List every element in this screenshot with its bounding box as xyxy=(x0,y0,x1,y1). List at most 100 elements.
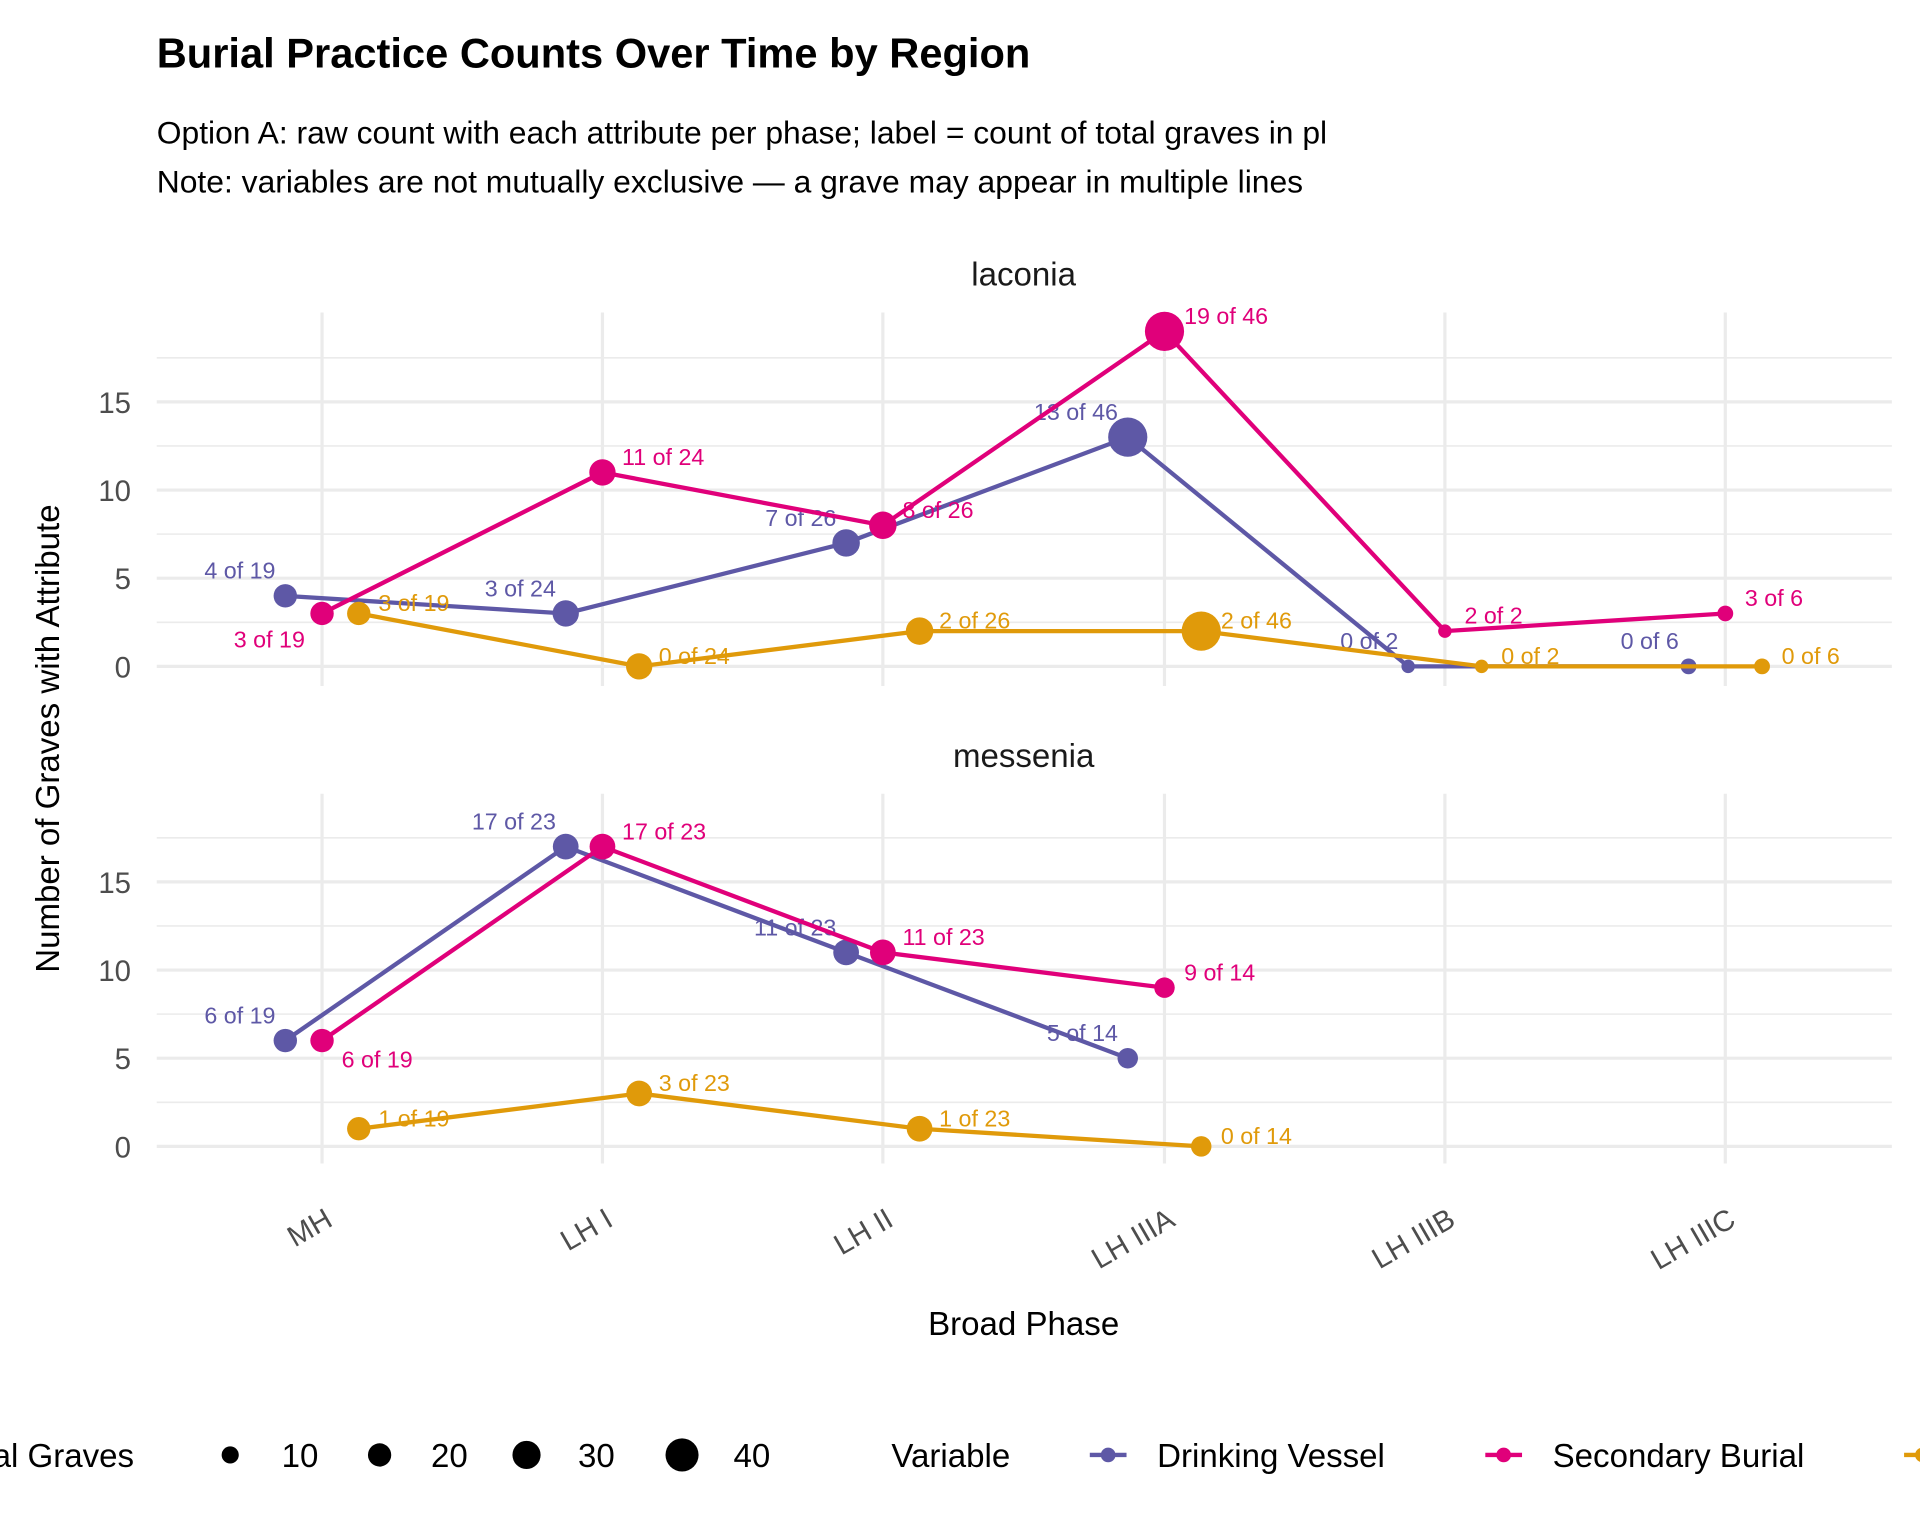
size-legend-key xyxy=(512,1440,541,1470)
series-line-drinking_vessel xyxy=(285,434,1689,669)
y-tick-label: 10 xyxy=(98,475,131,508)
data-point-secondary_burial xyxy=(1438,624,1452,638)
color-legend-label: Drinking Vessel xyxy=(1157,1438,1385,1475)
data-label-third_series: 0 of 2 xyxy=(1501,643,1559,669)
data-point-secondary_burial xyxy=(1144,311,1185,351)
series-line-secondary_burial xyxy=(320,844,1165,1043)
size-legend-key xyxy=(221,1446,239,1464)
data-label-drinking_vessel: 17 of 23 xyxy=(472,808,556,834)
size-legend-label: 40 xyxy=(733,1438,770,1475)
data-point-third_series xyxy=(1190,1136,1212,1157)
data-point-third_series xyxy=(1754,658,1770,675)
data-point-secondary_burial xyxy=(1717,605,1734,622)
color-legend-label: Secondary Burial xyxy=(1553,1438,1805,1475)
series-line-secondary_burial xyxy=(321,328,1726,634)
data-label-secondary_burial: 2 of 2 xyxy=(1464,603,1522,629)
data-label-secondary_burial: 3 of 19 xyxy=(234,627,305,653)
size-legend-title: al Graves xyxy=(0,1438,134,1475)
data-label-secondary_burial: 11 of 23 xyxy=(902,924,984,950)
series-line-third_series xyxy=(358,1091,1202,1149)
data-label-secondary_burial: 8 of 26 xyxy=(902,497,973,523)
facet-strip-label: laconia xyxy=(971,257,1076,294)
y-tick-label: 15 xyxy=(98,867,131,900)
data-point-third_series xyxy=(1474,659,1489,674)
data-label-third_series: 1 of 19 xyxy=(378,1105,449,1131)
y-axis-label: Number of Graves with Attribute xyxy=(30,504,67,972)
data-point-drinking_vessel xyxy=(552,600,579,627)
panel-messenia: messenia 0 5 10 15 6 of 19 17 of 23 11 of 23 5 o… xyxy=(98,738,1892,1164)
y-tick-label: 0 xyxy=(115,1131,131,1164)
data-label-third_series: 3 of 19 xyxy=(378,590,449,616)
x-tick-label: LH IIIA xyxy=(1086,1202,1181,1276)
size-legend-key xyxy=(367,1443,392,1467)
y-tick-label: 10 xyxy=(98,955,131,988)
data-label-secondary_burial: 17 of 23 xyxy=(622,818,706,844)
size-legend-label: 10 xyxy=(282,1438,319,1475)
data-label-secondary_burial: 9 of 14 xyxy=(1184,959,1255,985)
data-point-third_series xyxy=(905,617,934,645)
data-point-secondary_burial xyxy=(589,459,616,486)
size-legend-label: 20 xyxy=(431,1438,468,1475)
color-legend-key-point xyxy=(1915,1448,1920,1462)
data-label-secondary_burial: 19 of 46 xyxy=(1184,303,1268,329)
data-label-third_series: 2 of 46 xyxy=(1221,608,1292,634)
data-point-drinking_vessel xyxy=(552,833,579,860)
data-label-drinking_vessel: 0 of 6 xyxy=(1621,628,1679,654)
data-label-drinking_vessel: 5 of 14 xyxy=(1047,1020,1118,1046)
data-label-third_series: 0 of 14 xyxy=(1221,1123,1292,1149)
data-label-third_series: 0 of 6 xyxy=(1782,643,1840,669)
data-point-drinking_vessel xyxy=(1108,417,1148,457)
chart-title: Burial Practice Counts Over Time by Regi… xyxy=(157,30,1031,77)
y-tick-label: 5 xyxy=(115,563,131,596)
data-point-third_series xyxy=(626,653,653,680)
data-point-drinking_vessel xyxy=(273,1028,298,1053)
data-point-third_series xyxy=(626,1080,653,1107)
data-label-drinking_vessel: 3 of 24 xyxy=(485,575,556,601)
data-label-third_series: 0 of 24 xyxy=(659,643,730,669)
data-point-secondary_burial xyxy=(310,1028,334,1053)
color-legend-key-point xyxy=(1100,1447,1116,1463)
data-label-secondary_burial: 11 of 24 xyxy=(622,444,704,470)
x-axis-label: Broad Phase xyxy=(928,1306,1119,1343)
data-point-drinking_vessel xyxy=(833,939,859,966)
color-legend-title: Variable xyxy=(891,1438,1010,1475)
data-point-secondary_burial xyxy=(1154,977,1175,998)
data-point-drinking_vessel xyxy=(832,529,860,557)
data-label-drinking_vessel: 6 of 19 xyxy=(204,1002,275,1028)
chart-subtitle-line2: Note: variables are not mutually exclusi… xyxy=(157,163,1303,199)
data-label-secondary_burial: 6 of 19 xyxy=(342,1047,413,1073)
data-label-drinking_vessel: 4 of 19 xyxy=(204,558,275,584)
legend: al Graves 10 20 30 40 Variable Drinking Vessel… xyxy=(0,1438,1920,1475)
data-point-drinking_vessel xyxy=(1117,1047,1138,1069)
data-point-third_series xyxy=(347,1117,371,1141)
x-tick-label: MH xyxy=(282,1202,338,1253)
chart-subtitle-line1: Option A: raw count with each attribute … xyxy=(157,115,1327,151)
y-tick-label: 0 xyxy=(115,651,131,684)
data-point-secondary_burial xyxy=(589,833,616,860)
series-line-third_series xyxy=(358,611,1763,669)
data-label-secondary_burial: 3 of 6 xyxy=(1745,585,1803,611)
y-tick-label: 15 xyxy=(98,387,131,420)
color-legend-key-point xyxy=(1496,1447,1512,1463)
data-point-drinking_vessel xyxy=(1401,659,1415,674)
x-tick-label: LH IIIC xyxy=(1645,1202,1741,1276)
x-tick-label: LH IIIB xyxy=(1366,1202,1460,1275)
y-tick-label: 5 xyxy=(115,1043,131,1076)
series-line-drinking_vessel xyxy=(284,844,1129,1061)
size-legend-label: 30 xyxy=(578,1438,615,1475)
data-point-secondary_burial xyxy=(869,511,897,540)
x-tick-label: LH II xyxy=(828,1202,898,1262)
data-label-third_series: 2 of 26 xyxy=(939,608,1010,634)
facet-strip-label: messenia xyxy=(953,738,1095,775)
data-label-third_series: 1 of 23 xyxy=(939,1105,1010,1131)
size-legend-key xyxy=(665,1438,699,1472)
data-point-secondary_burial xyxy=(869,939,896,966)
data-point-third_series xyxy=(347,601,371,626)
data-label-third_series: 3 of 23 xyxy=(659,1070,730,1096)
data-point-third_series xyxy=(1181,611,1221,651)
x-tick-label: LH I xyxy=(555,1202,618,1258)
data-point-secondary_burial xyxy=(310,601,334,626)
